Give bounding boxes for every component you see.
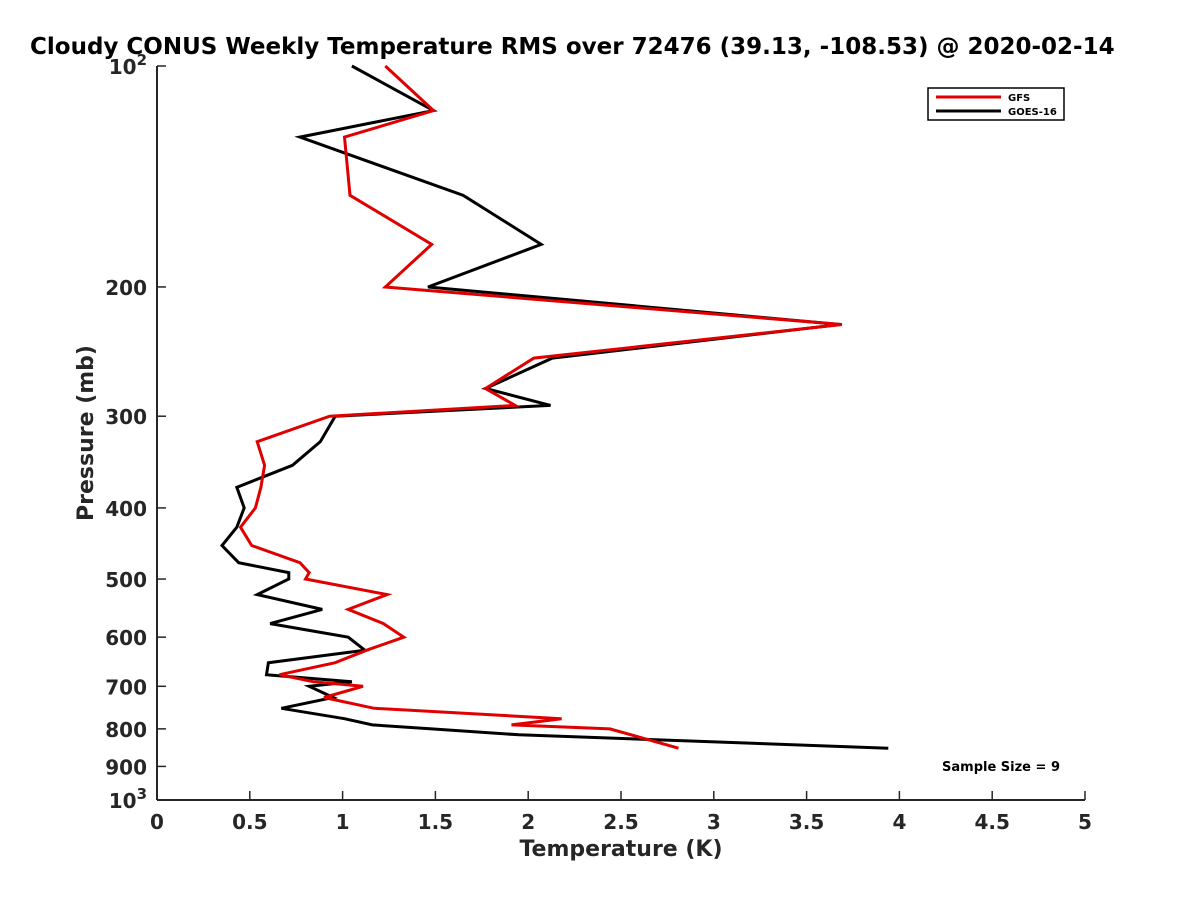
y-tick-label: 900 (105, 755, 147, 779)
y-axis-label: Pressure (mb) (74, 345, 99, 521)
y-tick-label: 103 (109, 785, 147, 813)
series-line-goes-16 (219, 64, 889, 750)
legend: GFS GOES-16 (927, 87, 1065, 121)
legend-label: GFS (1008, 93, 1030, 104)
x-tick-label: 1 (336, 810, 350, 834)
x-tick-label: 4 (892, 810, 906, 834)
x-tick-label: 0.5 (232, 810, 267, 834)
y-tick-label: 200 (105, 276, 147, 300)
series-line-gfs (238, 64, 843, 750)
y-tick-label: 700 (105, 675, 147, 699)
y-tick-label: 500 (105, 568, 147, 592)
x-tick-label: 1.5 (418, 810, 453, 834)
x-tick-label: 3.5 (789, 810, 824, 834)
series-lines (219, 64, 889, 750)
legend-label: GOES-16 (1008, 107, 1057, 118)
x-axis-label: Temperature (K) (519, 837, 722, 862)
y-tick-label: 400 (105, 497, 147, 521)
y-ticks: 102 200 300 400 500 600 700 800 900 103 (105, 51, 166, 813)
x-tick-label: 2 (521, 810, 535, 834)
x-ticks: 0 0.5 1 1.5 2 2.5 3 3.5 4 4.5 5 (150, 791, 1092, 834)
y-tick-label: 800 (105, 718, 147, 742)
x-tick-label: 5 (1078, 810, 1092, 834)
plot-area (156, 66, 1085, 801)
y-tick-label: 300 (105, 405, 147, 429)
y-tick-label: 600 (105, 626, 147, 650)
x-tick-label: 0 (150, 810, 164, 834)
legend-box (927, 87, 1065, 121)
chart-title: Cloudy CONUS Weekly Temperature RMS over… (30, 34, 1115, 60)
sample-size-annotation: Sample Size = 9 (942, 760, 1060, 775)
x-tick-label: 3 (707, 810, 721, 834)
y-tick-label: 102 (109, 51, 147, 79)
x-tick-label: 4.5 (974, 810, 1009, 834)
x-tick-label: 2.5 (603, 810, 638, 834)
